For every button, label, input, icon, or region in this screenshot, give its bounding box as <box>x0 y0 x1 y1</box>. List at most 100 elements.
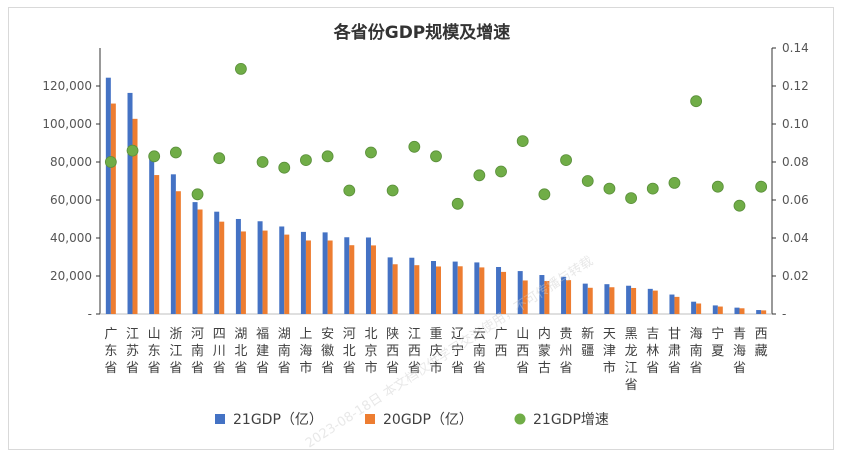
category-label: 甘肃省 <box>668 327 681 376</box>
bar-21gdp <box>647 288 653 314</box>
growth-dot <box>278 161 291 174</box>
category-label: 河南省 <box>191 327 204 376</box>
category-label: 广东省 <box>104 327 117 376</box>
growth-dot <box>668 176 681 189</box>
growth-dot <box>256 156 269 168</box>
y-right-tick-label: 0.12 <box>782 79 809 93</box>
bar-20gdp <box>609 287 615 314</box>
bar-20gdp <box>219 221 225 314</box>
growth-dot <box>755 180 768 193</box>
growth-dot <box>386 184 399 197</box>
bar-20gdp <box>436 266 441 314</box>
gdp-chart: 各省份GDP规模及增速 - 20,000 40,000 60,000 80,000 100… <box>42 22 808 451</box>
growth-dot <box>690 95 703 108</box>
category-label: 四川省 <box>213 327 226 376</box>
bar-20gdp <box>240 231 246 314</box>
category-label: 天津市 <box>603 327 616 376</box>
bar-20gdp <box>501 271 507 314</box>
category-label: 宁夏 <box>711 326 724 359</box>
bar-20gdp <box>392 264 398 314</box>
legend-label: 21GDP（亿） <box>233 412 323 428</box>
growth-dot <box>104 156 117 168</box>
bar-21gdp <box>235 218 241 314</box>
bar-20gdp <box>327 240 333 314</box>
category-label: 湖南省 <box>278 327 291 376</box>
y-right-tick-label: 0.14 <box>782 41 809 55</box>
category-label: 贵州省 <box>560 327 573 376</box>
category-label: 新疆 <box>581 326 594 359</box>
bar-20gdp <box>696 303 702 314</box>
y-left-tick-label: - <box>88 307 92 321</box>
growth-dot <box>646 182 659 195</box>
growth-dot <box>603 182 616 195</box>
y-left-tick-label: 100,000 <box>42 117 92 131</box>
bar-20gdp <box>566 280 572 314</box>
bar-20gdp <box>370 245 376 314</box>
category-label: 青海省 <box>733 327 746 376</box>
category-label: 重庆市 <box>429 326 442 376</box>
bar-21gdp <box>279 226 285 314</box>
growth-dot <box>495 165 507 178</box>
category-label: 吉林省 <box>646 327 659 376</box>
bar-21gdp <box>105 77 111 315</box>
bar-21gdp <box>149 156 155 314</box>
growth-dot <box>733 199 746 212</box>
bar-21gdp <box>300 231 306 314</box>
bar-21gdp <box>517 271 523 314</box>
bar-21gdp <box>170 174 176 314</box>
category-label: 山西省 <box>516 327 529 376</box>
category-label: 北京市 <box>364 327 377 376</box>
category-label: 黑龙江省 <box>625 327 638 393</box>
bar-20gdp <box>197 209 203 314</box>
legend: 21GDP（亿） 20GDP（亿） 21GDP增速 <box>215 412 609 428</box>
bar-20gdp <box>587 287 593 314</box>
category-label: 广西 <box>495 327 508 359</box>
bar-21gdp <box>387 257 393 314</box>
category-label: 内蒙古 <box>538 326 551 376</box>
growth-dots-group <box>104 63 768 212</box>
bar-20gdp <box>761 310 767 314</box>
bar-21gdp <box>669 294 675 314</box>
bar-21gdp <box>561 276 567 314</box>
category-label: 辽宁省 <box>451 327 464 376</box>
bar-20gdp <box>739 308 745 314</box>
bar-20gdp <box>110 103 116 314</box>
bar-21gdp <box>539 275 545 314</box>
growth-dot <box>538 188 551 201</box>
legend-marker <box>514 413 526 425</box>
bar-21gdp <box>626 285 632 314</box>
category-label: 山东省 <box>148 327 161 376</box>
growth-dot <box>365 146 377 159</box>
category-label: 浙江省 <box>169 327 182 376</box>
category-label: 陕西省 <box>386 327 399 376</box>
bars-group <box>105 77 767 315</box>
legend-label: 20GDP（亿） <box>383 412 473 428</box>
growth-dot <box>213 152 226 165</box>
bar-20gdp <box>154 175 160 314</box>
bar-20gdp <box>349 245 355 314</box>
axes: - 20,000 40,000 60,000 80,000 100,000 120,000 -… <box>42 41 808 321</box>
growth-dot <box>235 63 247 75</box>
category-label: 安徽省 <box>321 327 334 376</box>
bar-21gdp <box>756 310 762 314</box>
legend-swatch <box>215 414 225 424</box>
bar-20gdp <box>305 240 311 314</box>
bar-20gdp <box>262 230 268 314</box>
bar-21gdp <box>474 262 480 314</box>
category-label: 上海市 <box>299 327 312 376</box>
bar-21gdp <box>192 202 198 314</box>
bar-21gdp <box>734 307 740 314</box>
growth-dot <box>711 180 724 193</box>
growth-dot <box>581 175 594 187</box>
bar-21gdp <box>712 305 718 314</box>
growth-dot <box>408 140 421 153</box>
bar-20gdp <box>175 191 181 314</box>
bar-21gdp <box>452 261 458 314</box>
growth-dot <box>516 135 529 148</box>
bar-21gdp <box>409 257 415 314</box>
growth-dot <box>148 150 161 163</box>
bar-21gdp <box>127 92 133 314</box>
bar-20gdp <box>717 306 723 314</box>
category-label: 福建省 <box>256 327 269 376</box>
category-label: 湖北省 <box>234 327 247 376</box>
